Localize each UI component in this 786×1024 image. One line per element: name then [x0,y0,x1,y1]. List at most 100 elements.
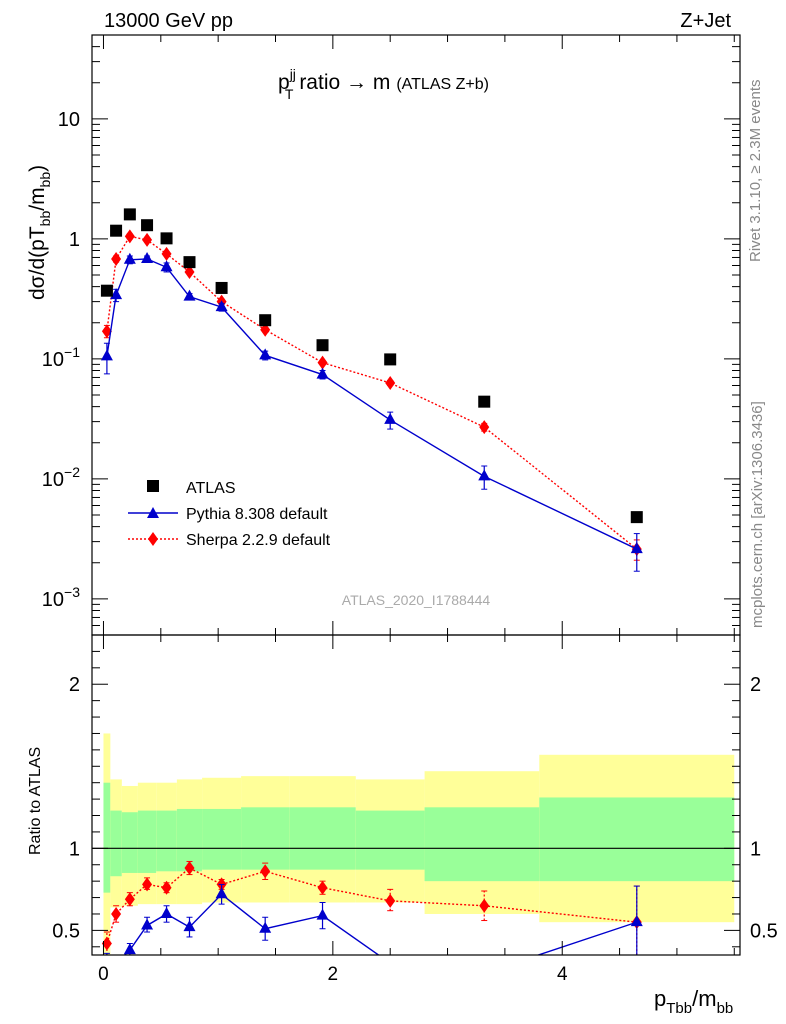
y-axis-label-main: dσ/d(pTbb/mbb) [26,165,53,300]
legend: ATLAS Pythia 8.308 default Sherpa 2.2.9 … [128,480,331,549]
pythia-point [183,289,196,301]
sherpa-point [142,232,153,247]
pythia-point [478,469,491,481]
mcplots-label: mcplots.cern.ch [arXiv:1306.3436] [749,401,766,628]
ratio-panel-frame [91,634,741,956]
pythia-line [106,258,638,550]
atlas-point [141,219,154,232]
sherpa-point [124,229,135,244]
y-tick-label: 1 [69,229,80,251]
sherpa-ratio-point [260,864,271,879]
y-tick-label-ratio-right: 1 [750,838,761,860]
sherpa-ratio-point [479,898,490,913]
atlas-point [316,339,329,352]
analysis-watermark: ATLAS_2020_I1788444 [342,592,491,608]
ratio-band-inner [202,808,242,870]
sherpa-ratio-point [317,880,328,895]
header-left: 13000 GeV pp [104,10,233,32]
legend-marker-sherpa [148,532,158,546]
pythia-ratio-point [160,906,173,918]
sherpa-point [111,251,122,266]
y-tick-label-ratio-right: 2 [750,674,761,696]
ratio-band-inner [121,812,138,873]
y-tick-label: 10−3 [42,584,80,611]
rivet-label: Rivet 3.1.10, ≥ 2.3M events [747,80,764,263]
ratio-band-inner [539,797,735,882]
sherpa-ratio-line [106,867,637,944]
plot-title: pjj T ratio → m (ATLAS Z+b) [278,66,489,102]
pythia-point [110,288,123,300]
pythia-ratio-point [259,921,272,933]
atlas-point [478,395,491,408]
pythia-point [160,260,173,272]
pythia-ratio-point [630,915,643,927]
legend-label-sherpa: Sherpa 2.2.9 default [186,532,331,549]
sherpa-line [106,235,638,550]
atlas-point [100,284,113,297]
sherpa-point [260,322,271,337]
ratio-band-inner [289,807,356,870]
x-axis-label: pTbb/mbb [654,986,733,1017]
sherpa-ratio-point [124,892,135,907]
pythia-ratio-point [110,956,122,967]
ratio-band-inner [156,810,177,872]
pythia-point [123,252,136,264]
pythia-point [100,349,113,361]
pythia-point [141,251,154,263]
atlas-point [384,353,397,366]
ratio-band-inner [176,808,203,872]
x-tick-label: 0 [98,964,109,985]
sherpa-point [161,246,172,261]
pythia-point [630,542,643,554]
sherpa-point [479,420,490,435]
pythia-point [316,367,329,379]
ratio-band-inner [241,807,290,870]
pythia-point [215,300,228,312]
sherpa-point [184,264,195,279]
pythia-point [259,348,272,360]
sherpa-point [101,324,112,339]
ratio-clipped-group [92,733,740,977]
pythia-ratio-point [183,920,196,932]
atlas-point [110,224,123,237]
y-tick-label: 10 [58,109,80,131]
legend-label-pythia: Pythia 8.308 default [186,506,328,523]
x-tick-label: 2 [328,964,339,985]
pythia-ratio-point [123,943,136,955]
legend-marker-atlas [147,480,159,492]
atlas-point [183,256,196,269]
y-tick-label-ratio: 1 [69,838,80,860]
pythia-point [384,412,397,424]
header-right: Z+Jet [680,10,731,32]
y-tick-label-exp: −2 [64,464,80,480]
x-tick-label: 4 [557,964,568,985]
y-tick-label: 10−1 [42,344,80,371]
atlas-point [630,511,643,524]
atlas-point [160,232,173,245]
sherpa-point [385,375,396,390]
ratio-band-inner [424,807,540,882]
atlas-point [259,314,272,327]
ratio-band-inner [137,810,157,873]
sherpa-ratio-point [111,906,122,921]
atlas-point [123,208,136,221]
ratio-band-inner [355,810,425,870]
sherpa-ratio-point [101,936,112,951]
sherpa-ratio-point [184,861,195,876]
pythia-ratio-point [478,966,490,977]
y-tick-label-base: 10 [42,469,64,491]
y-tick-label-exp: −1 [64,344,80,360]
legend-label-atlas: ATLAS [186,480,236,497]
ratio-panel-layer: 0 2 4 0.5 0.5 1 1 2 2 [52,635,778,985]
sherpa-ratio-point [142,877,153,892]
pythia-ratio-point [141,918,154,930]
sherpa-ratio-point [161,880,172,895]
ratio-band-inner [103,782,111,893]
sherpa-ratio-point [385,893,396,908]
pythia-ratio-point [215,887,228,899]
atlas-point [215,281,228,294]
ratio-band-inner [110,810,122,877]
pythia-ratio-point [316,908,329,920]
y-tick-label-base: 10 [42,349,64,371]
